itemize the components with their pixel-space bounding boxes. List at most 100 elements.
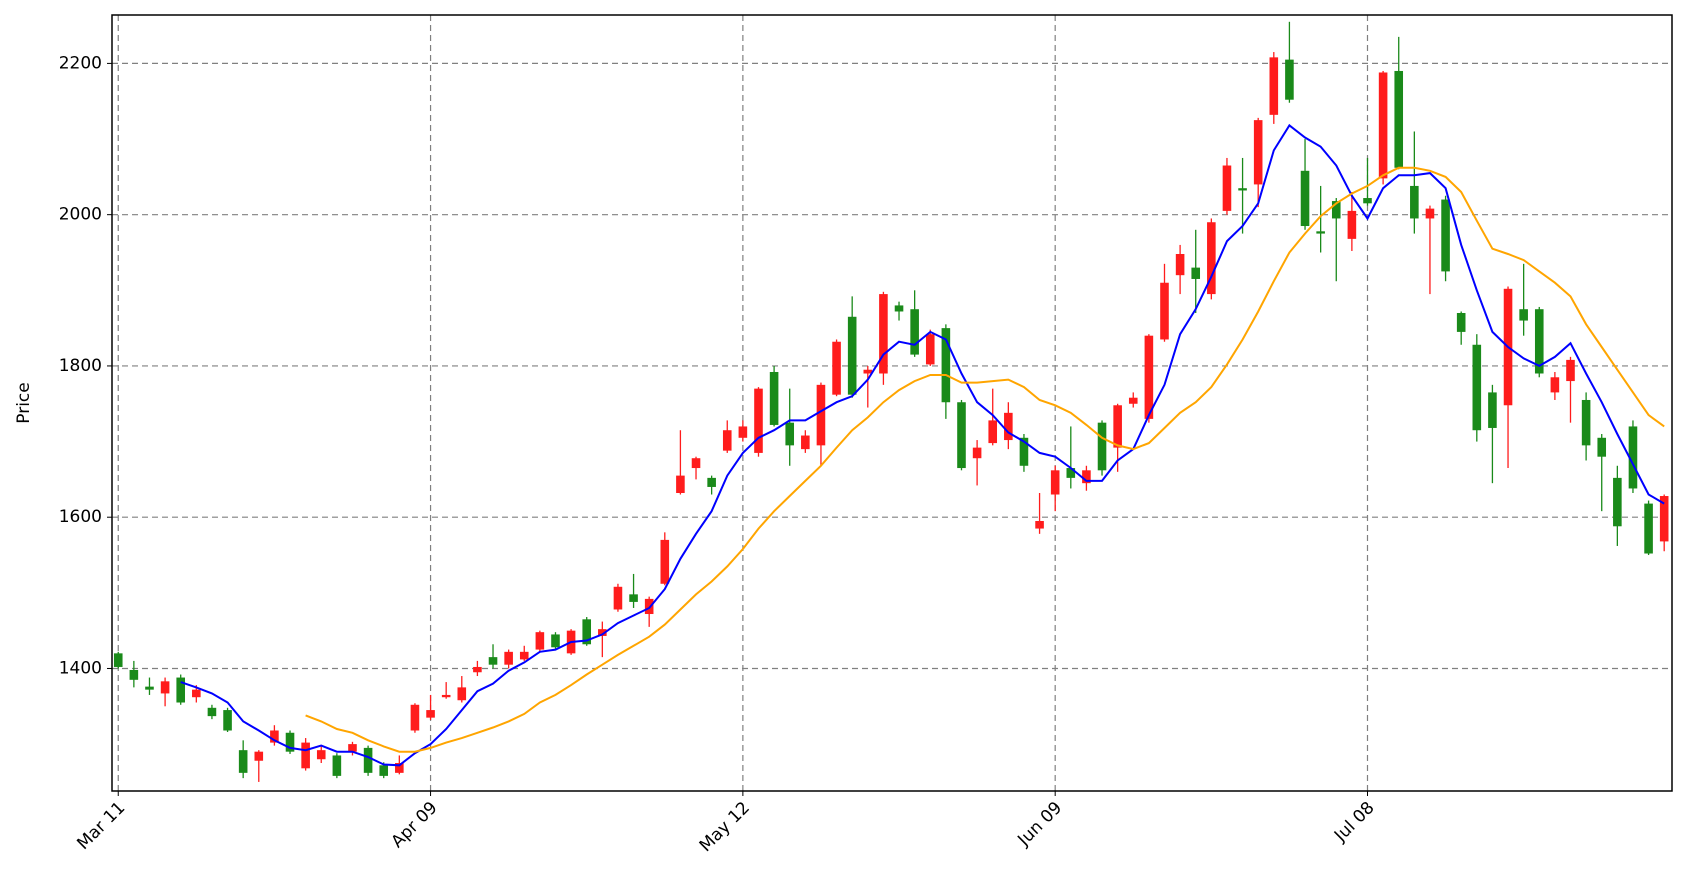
candle-body: [754, 388, 763, 453]
candle-body: [707, 477, 716, 487]
candle-body: [441, 694, 451, 698]
candle-body: [832, 341, 841, 395]
candle-body: [676, 475, 685, 494]
plot-frame: [111, 14, 1673, 792]
candle-body: [769, 371, 779, 425]
candle-body: [691, 458, 701, 469]
candle-body: [113, 653, 123, 667]
candle-body: [426, 710, 435, 718]
candle-body: [363, 747, 373, 773]
candle-body: [1394, 70, 1404, 168]
candle-body: [1519, 309, 1528, 321]
candle-body: [941, 328, 951, 403]
candle-body: [238, 750, 248, 773]
candle-body: [957, 402, 966, 469]
candle-body: [660, 539, 670, 584]
candle-body: [910, 309, 919, 355]
candle-body: [160, 681, 170, 694]
candle-body: [519, 651, 529, 660]
candle-body: [1628, 426, 1638, 489]
candle-body: [410, 704, 420, 731]
candle-body: [1253, 120, 1263, 185]
candle-body: [1472, 344, 1482, 431]
candle-body: [1378, 72, 1388, 179]
candle-body: [1050, 470, 1060, 495]
candle-body: [1238, 188, 1247, 191]
candle-body: [379, 765, 389, 776]
candle-body: [473, 666, 482, 673]
candle-body: [254, 751, 264, 761]
candle-body: [395, 763, 404, 773]
candle-body: [1113, 405, 1122, 448]
moving-average-line: [180, 123, 1665, 767]
moving-average-line: [305, 166, 1665, 753]
candle-body: [535, 632, 545, 650]
y-axis-label: Price: [14, 382, 34, 423]
candle-body: [1331, 201, 1341, 219]
candle-body: [207, 707, 217, 717]
candle-body: [488, 657, 498, 665]
candle-body: [1128, 397, 1138, 404]
candle-body: [1222, 165, 1232, 211]
x-tick-label: Jul 08: [1330, 798, 1378, 846]
candle-body: [285, 732, 295, 752]
candle-body: [988, 420, 998, 444]
candle-body: [1613, 477, 1622, 527]
candle-body: [1097, 422, 1107, 471]
candle-body: [598, 629, 607, 636]
candle-body: [1534, 309, 1544, 374]
candle-body: [332, 755, 342, 776]
candle-body: [1659, 496, 1669, 542]
candle-body: [582, 619, 592, 645]
candle-body: [785, 422, 795, 446]
candle-body: [1082, 470, 1091, 484]
candle-body: [801, 435, 810, 450]
candle-body: [644, 598, 654, 615]
candle-body: [1066, 468, 1076, 478]
y-tick-label: 1400: [59, 658, 102, 678]
candle-body: [1566, 359, 1575, 382]
candle-body: [457, 687, 467, 701]
candle-body: [145, 686, 154, 690]
candle-body: [863, 369, 873, 374]
candle-body: [192, 689, 201, 698]
candle-body: [1550, 377, 1560, 393]
candle-body: [176, 677, 186, 703]
y-tick-label: 2000: [59, 205, 102, 225]
candle-body: [972, 447, 982, 459]
candle-body: [722, 430, 732, 451]
candle-body: [1581, 399, 1591, 446]
y-tick-label: 2200: [59, 53, 102, 73]
candle-body: [270, 730, 279, 743]
candle-body: [1597, 437, 1607, 457]
candle-body: [129, 669, 139, 680]
y-tick-label: 1800: [59, 356, 102, 376]
candle-body: [1488, 392, 1497, 428]
candle-body: [1363, 198, 1372, 204]
candle-body: [1207, 222, 1216, 295]
candle-body: [1144, 335, 1154, 419]
candle-body: [879, 294, 888, 374]
x-tick-label: Mar 11: [73, 798, 129, 854]
candle-body: [1191, 267, 1201, 279]
candle-body: [1004, 412, 1013, 441]
candle-body: [1035, 520, 1044, 529]
candle-body: [301, 742, 310, 769]
candle-body: [1441, 199, 1450, 272]
candle-body: [629, 594, 638, 602]
candle-body: [816, 384, 826, 446]
x-tick-label: May 12: [696, 798, 754, 856]
y-tick-label: 1600: [59, 507, 102, 527]
candle-body: [1160, 282, 1169, 340]
candle-body: [1175, 254, 1185, 276]
candle-body: [1019, 437, 1029, 466]
candle-body: [1410, 185, 1419, 219]
candle-body: [613, 586, 623, 610]
candle-body: [925, 334, 935, 365]
candle-body: [551, 634, 560, 648]
candle-body: [847, 316, 857, 395]
candle-body: [1425, 208, 1435, 219]
candle-body: [894, 305, 904, 312]
x-tick-label: Jun 09: [1013, 798, 1066, 851]
